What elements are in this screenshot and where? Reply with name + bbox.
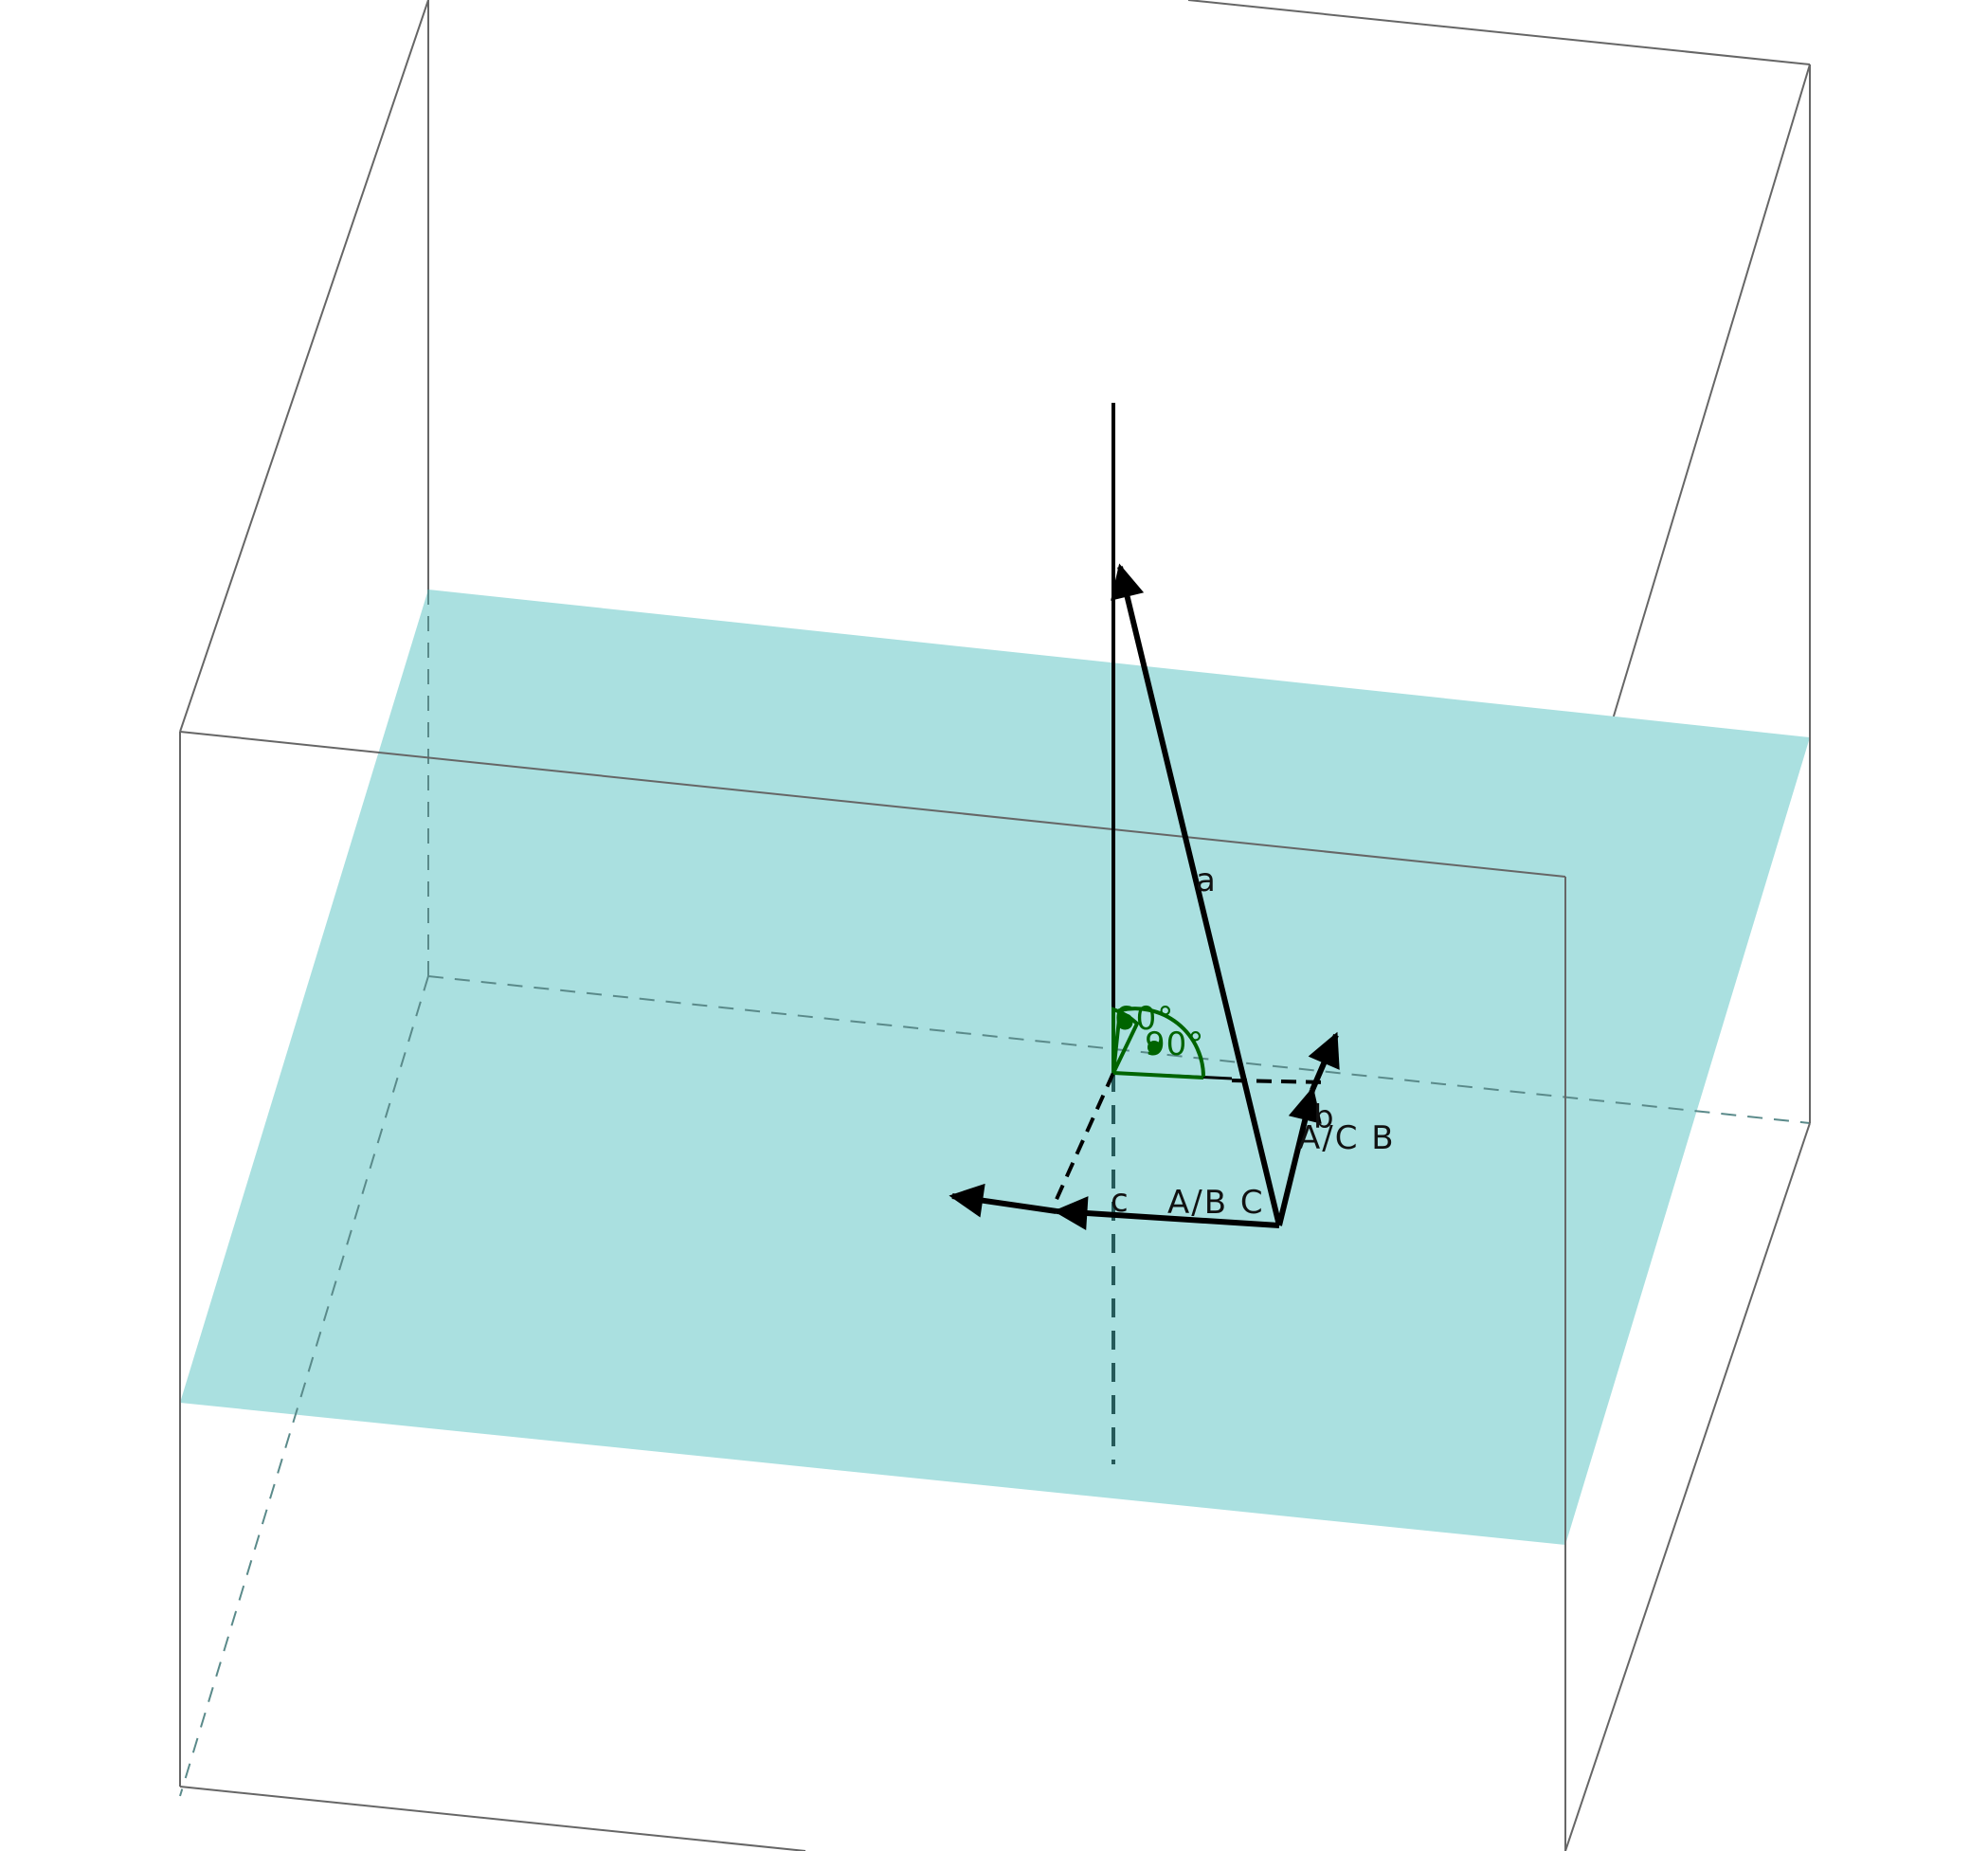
label-angle-60: 60° xyxy=(1114,1000,1174,1038)
bounding-box-front xyxy=(179,731,1811,1851)
construction-lines xyxy=(1052,1072,1328,1207)
vector-a xyxy=(1111,563,1282,1226)
vector-c xyxy=(949,1183,1057,1218)
horizontal-plane xyxy=(180,590,1810,1545)
hidden-box-edges xyxy=(179,590,1811,1797)
label-component-ac-b: A/C B xyxy=(1298,1119,1396,1157)
label-vector-b: b xyxy=(1313,1098,1336,1136)
label-vector-a: a xyxy=(1196,862,1218,899)
vector-ac-b xyxy=(1276,1086,1322,1226)
label-vector-c: c xyxy=(1111,1182,1130,1220)
label-component-ab-c: A/B C xyxy=(1167,1184,1265,1222)
bounding-box-back xyxy=(179,0,1811,878)
label-angle-90: 90° xyxy=(1145,1025,1204,1063)
angle-dot-60 xyxy=(1119,1015,1132,1028)
angle-dot-90 xyxy=(1148,1041,1161,1054)
vector-ab-c xyxy=(1053,1196,1280,1231)
